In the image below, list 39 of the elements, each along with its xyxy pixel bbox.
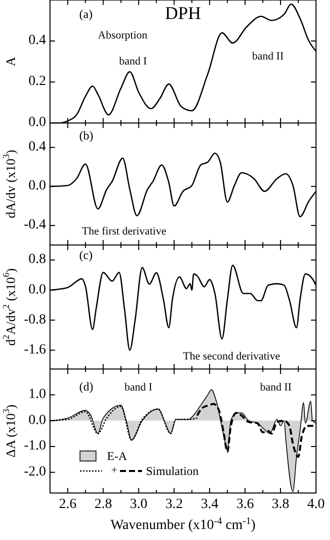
annotation: The second derivative (183, 350, 280, 362)
y-tick-label: -1.6 (24, 342, 46, 358)
annotation: + (111, 464, 118, 476)
annotation: The first derivative (82, 225, 166, 238)
legend-label: Simulation (146, 464, 199, 478)
y-tick-label: 0.0 (28, 412, 46, 428)
y-tick-label: -1.0 (24, 438, 46, 454)
x-axis-title: Wavenumber (x10$^{-4}$ cm$^{-1}$) (110, 516, 256, 533)
annotation: (d) (79, 379, 94, 394)
x-tick-label: 3.2 (165, 497, 183, 512)
y-tick-label: 0.4 (28, 140, 46, 155)
x-tick-label: 3.8 (272, 497, 290, 512)
x-tick-label: 2.8 (94, 497, 112, 512)
x-tick-label: 3.0 (130, 497, 148, 512)
legend-label: E-A (107, 448, 128, 463)
annotation: band I (124, 381, 153, 394)
y-tick-label: -0.8 (24, 312, 46, 328)
y-tick-label: 0.8 (28, 252, 46, 268)
y-tick-label: 0.4 (28, 33, 46, 48)
chart-title: DPH (164, 2, 202, 23)
annotation: band I (119, 55, 148, 68)
annotation: (b) (79, 128, 94, 142)
x-tick-label: 3.6 (236, 497, 254, 512)
y-tick-label: -2.0 (24, 464, 46, 480)
y-tick-label: 0.2 (28, 74, 46, 90)
x-tick-label: 2.6 (58, 497, 76, 512)
annotation: Absorption (98, 29, 148, 42)
annotation: band II (260, 381, 292, 394)
y-axis-title: A (2, 56, 18, 66)
y-tick-label: 0.0 (28, 178, 46, 194)
y-tick-label: 0.0 (28, 282, 46, 298)
y-tick-label: 1.0 (28, 387, 46, 402)
x-tick-label: 4.0 (307, 497, 325, 512)
y-tick-label: 0.0 (28, 115, 46, 130)
annotation: (c) (79, 248, 93, 262)
annotation: band II (252, 50, 284, 62)
annotation: (a) (79, 6, 93, 21)
x-tick-label: 3.4 (200, 497, 218, 512)
y-tick-label: -0.4 (24, 218, 46, 233)
